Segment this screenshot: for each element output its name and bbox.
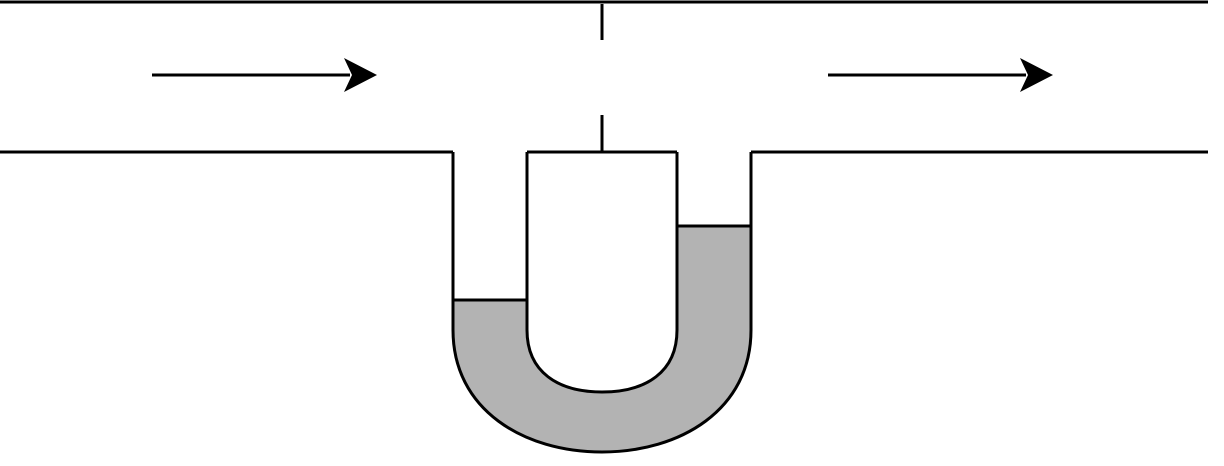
inlet-flow-arrow: [152, 58, 377, 92]
manometer-inner-wall: [525, 152, 679, 394]
right-arrow-icon: [1020, 58, 1053, 92]
manometer-fluid: [453, 226, 751, 452]
manometer-outer-wall: [451, 152, 753, 454]
right-arrow-icon: [344, 58, 377, 92]
outlet-flow-arrow: [828, 58, 1053, 92]
